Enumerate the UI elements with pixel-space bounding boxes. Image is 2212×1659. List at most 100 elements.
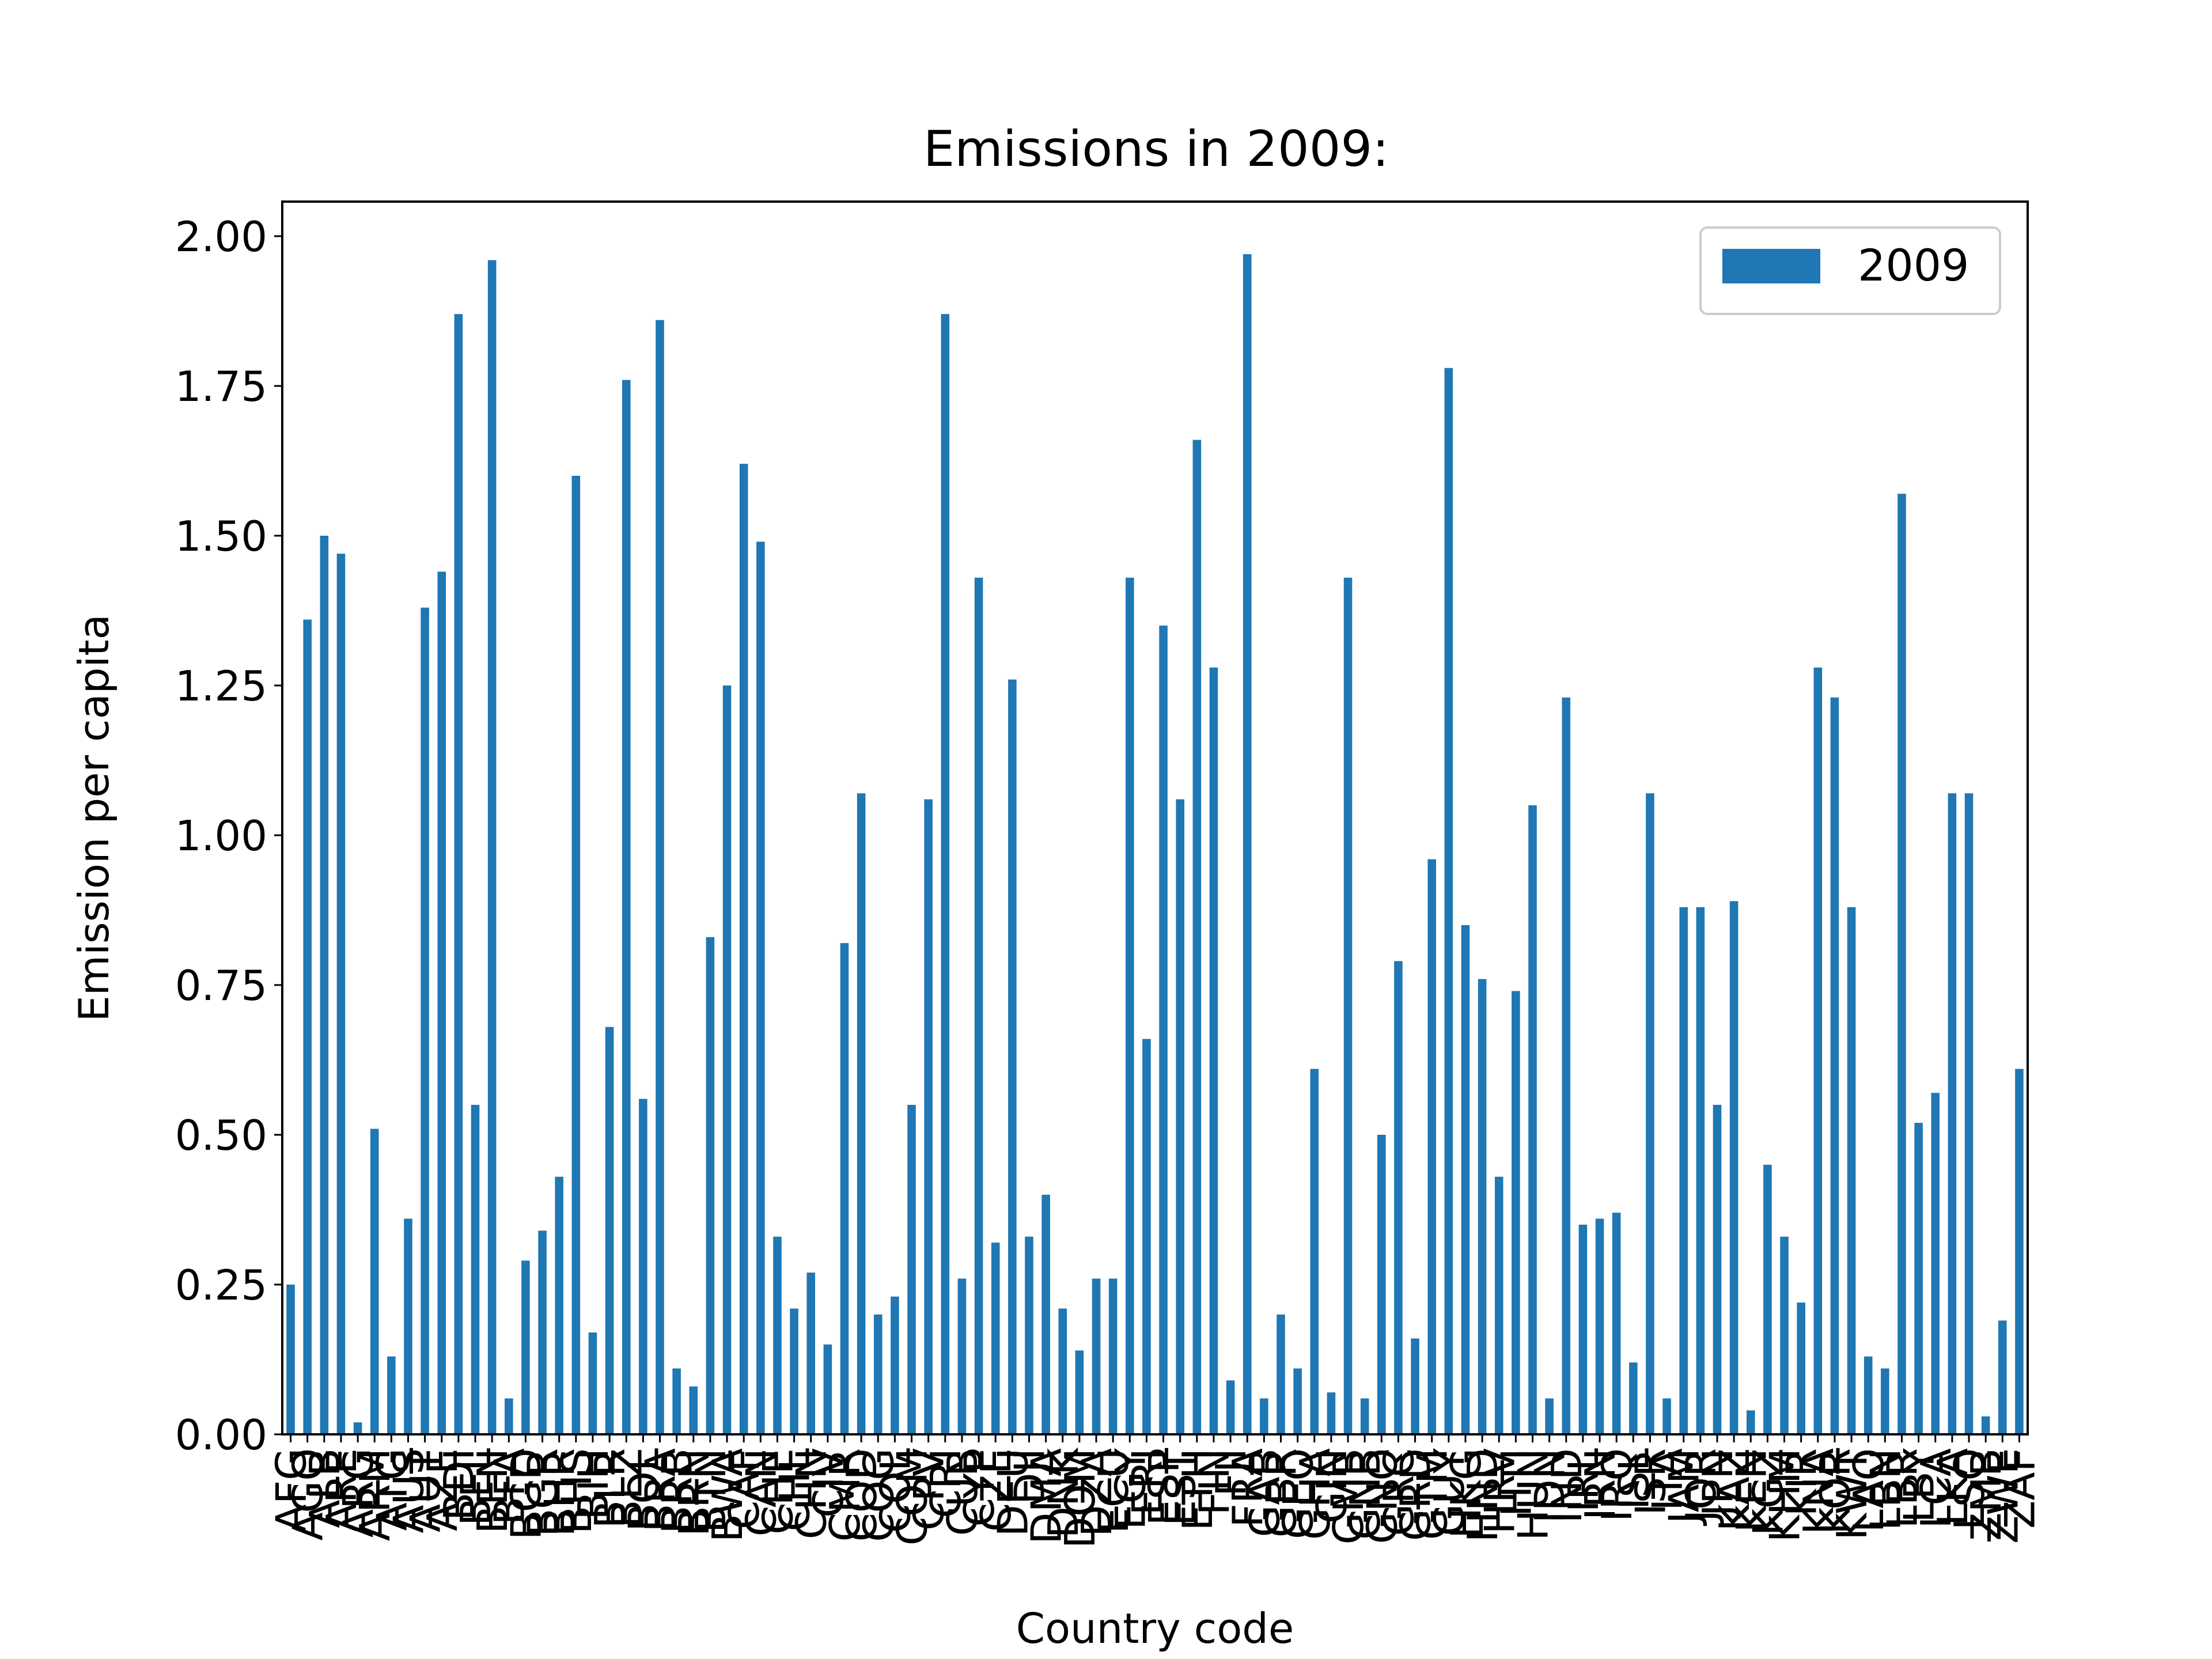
- bar: [840, 943, 849, 1434]
- bars-group: [286, 254, 2024, 1435]
- x-tick-label: EST: [1157, 1448, 1205, 1526]
- x-tick-label: BEN: [468, 1448, 517, 1534]
- bar: [1713, 1105, 1722, 1434]
- bar: [1277, 1315, 1285, 1434]
- bar: [974, 577, 983, 1434]
- bar: [605, 1027, 614, 1434]
- bar: [1461, 925, 1470, 1434]
- x-tick-label: ERI: [1123, 1448, 1171, 1516]
- x-tick-label: COG: [854, 1448, 903, 1542]
- x-tick-label: KNA: [1794, 1448, 1843, 1535]
- bar: [1108, 1278, 1118, 1434]
- plot-frame: [281, 200, 2029, 1435]
- bar: [689, 1386, 698, 1434]
- x-tick-label: LSO: [1945, 1448, 1994, 1531]
- x-tick-label: CAN: [737, 1448, 785, 1536]
- x-tick-label: BRN: [670, 1448, 718, 1536]
- x-tick-label: AGO: [284, 1448, 332, 1540]
- x-tick-label: CRI: [922, 1448, 970, 1518]
- x-tick-label: CHL: [771, 1448, 819, 1532]
- x-tick-label: BIH: [569, 1448, 618, 1520]
- legend-swatch: [1722, 249, 1820, 283]
- x-tick-label: GBR: [1257, 1448, 1306, 1537]
- bar: [1343, 577, 1353, 1434]
- x-tick-label: HRV: [1475, 1448, 1524, 1534]
- y-tick-label: 1.00: [175, 812, 267, 860]
- x-tick-label: BEL: [452, 1448, 500, 1526]
- bar: [1595, 1218, 1604, 1434]
- bar: [1293, 1368, 1302, 1434]
- x-tick-label: KHM: [1761, 1448, 1809, 1542]
- x-tick-label: AFG: [267, 1448, 316, 1532]
- x-tick-label: KWT: [1828, 1448, 1876, 1540]
- x-tick-label: LKA: [1929, 1448, 1977, 1526]
- x-tick-label: BRA: [637, 1448, 685, 1532]
- x-tick-label: BHS: [552, 1448, 601, 1534]
- bar: [790, 1308, 798, 1434]
- x-tick-label: GNB: [1341, 1448, 1389, 1540]
- x-tick-label: BGD: [502, 1448, 550, 1540]
- y-tick-label: 2.00: [175, 213, 267, 261]
- bar: [1998, 1320, 2007, 1434]
- bar: [1427, 859, 1437, 1434]
- x-tick-label: BHR: [536, 1448, 584, 1537]
- x-tick-label: BDI: [435, 1448, 483, 1521]
- bar: [571, 476, 581, 1434]
- bar: [1444, 368, 1453, 1434]
- x-axis-label: Country code: [1016, 1604, 1294, 1653]
- x-tick-label: JOR: [1677, 1448, 1725, 1524]
- bar: [1008, 679, 1017, 1434]
- bar: [924, 799, 933, 1434]
- bar: [1914, 1123, 1923, 1434]
- x-tick-label: ARE: [317, 1448, 366, 1532]
- bar: [1679, 907, 1688, 1434]
- x-tick-label: ESP: [1140, 1448, 1188, 1526]
- x-tick-label: DJI: [1005, 1448, 1054, 1505]
- x-tick-label: HTI: [1492, 1448, 1540, 1517]
- x-tick-label: DMA: [1022, 1448, 1071, 1544]
- x-tick-label: LCA: [1912, 1448, 1960, 1529]
- bar: [454, 314, 463, 1435]
- x-tick-label: ZWE: [1979, 1448, 2027, 1544]
- bar: [2015, 1069, 2024, 1434]
- bar: [1092, 1278, 1101, 1434]
- bar: [1494, 1176, 1503, 1434]
- x-tick-label: ITA: [1643, 1448, 1692, 1511]
- bar: [538, 1230, 547, 1434]
- bar: [656, 320, 664, 1434]
- bar: [555, 1176, 564, 1434]
- bar: [1662, 1398, 1671, 1434]
- x-tick-label: GTM: [1408, 1448, 1457, 1540]
- bar: [957, 1278, 967, 1434]
- bar: [1545, 1398, 1554, 1434]
- bar: [1863, 1356, 1873, 1434]
- bar: [941, 314, 950, 1435]
- y-tick-label: 0.25: [175, 1261, 267, 1309]
- bar: [1260, 1398, 1268, 1434]
- bar: [773, 1236, 782, 1434]
- bar: [387, 1356, 396, 1434]
- x-tick-label: LBY: [1895, 1448, 1944, 1523]
- bar: [1797, 1302, 1805, 1434]
- bar: [857, 793, 866, 1434]
- bar: [336, 554, 346, 1435]
- x-tick-label: ECU: [1089, 1448, 1138, 1533]
- x-tick-label: GRC: [1374, 1448, 1423, 1536]
- x-tick-label: DNK: [1039, 1447, 1088, 1538]
- bar: [1729, 901, 1738, 1434]
- bar: [1411, 1338, 1419, 1434]
- x-tick-label: LBN: [1861, 1448, 1910, 1531]
- x-tick-label: ISL: [1609, 1448, 1658, 1510]
- bar: [353, 1422, 362, 1434]
- bar: [1192, 440, 1202, 1434]
- x-tick-label: BTN: [687, 1448, 735, 1533]
- x-tick-label: KGZ: [1744, 1448, 1792, 1536]
- x-tick-label: GIN: [1308, 1448, 1356, 1524]
- x-tick-label: HKG: [1442, 1448, 1490, 1539]
- bar: [1041, 1195, 1050, 1434]
- x-tick-label: LBR: [1878, 1448, 1926, 1529]
- x-tick-label: KEN: [1727, 1448, 1775, 1533]
- x-tick-label: KOR: [1811, 1448, 1859, 1535]
- y-axis-ticks: 0.00 0.25 0.50 0.75 1.00 1.25 1.50 1.75 2.00: [175, 213, 282, 1459]
